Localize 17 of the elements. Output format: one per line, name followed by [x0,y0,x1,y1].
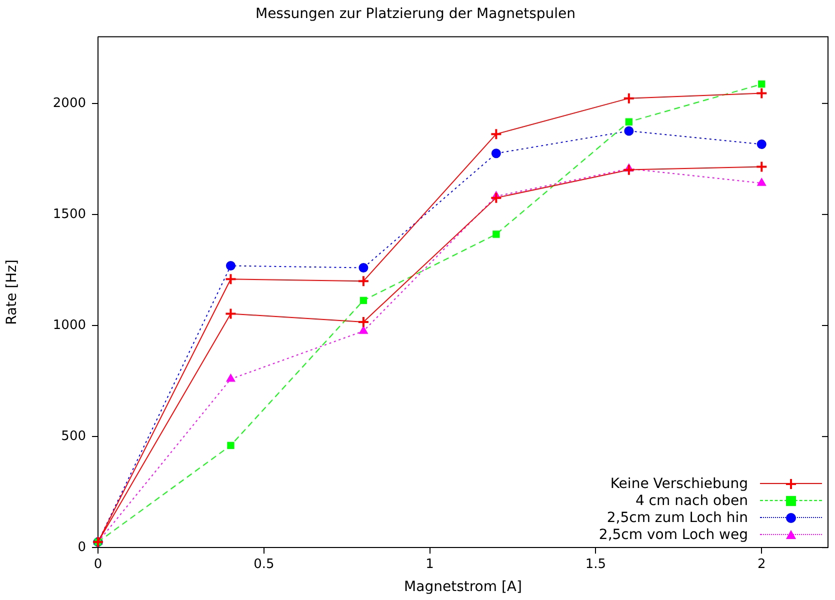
y-tick-label: 500 [61,428,86,444]
x-tick-label: 1 [426,556,434,572]
x-axis-title: Magnetstrom [A] [404,579,522,596]
legend-label: 2,5cm vom Loch weg [598,526,748,544]
chart-title: Messungen zur Platzierung der Magnetspulen [255,6,576,22]
y-axis-title: Rate [Hz] [4,260,20,325]
y-tick-label: 0 [78,540,86,555]
x-tick-label: 0 [94,556,102,572]
legend-label: Keine Verschiebung [610,476,748,493]
y-tick-label: 1000 [52,318,86,333]
x-tick-label: 1.5 [585,556,606,572]
y-tick-label: 1500 [52,206,86,222]
legend-label: 4 cm nach oben [635,492,748,510]
x-tick-label: 0.5 [254,556,274,572]
x-tick-label: 2 [757,556,766,572]
legend-label: 2,5cm zum Loch hin [606,510,748,527]
y-tick-label: 2000 [52,96,86,111]
